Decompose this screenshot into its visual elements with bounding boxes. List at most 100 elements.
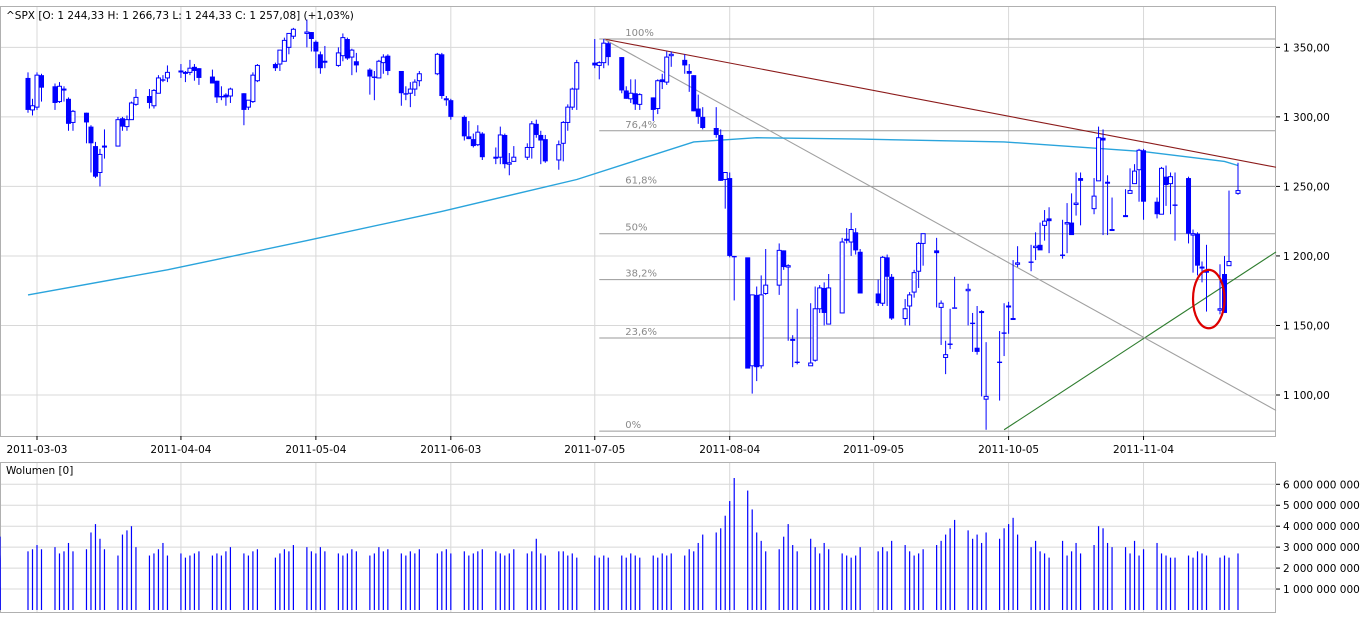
candle <box>889 274 895 320</box>
candle-body-down <box>479 133 485 158</box>
date-tick-label: 2011-09-05 <box>843 444 904 456</box>
candle-body-up <box>178 70 184 73</box>
candle <box>983 342 989 430</box>
candle-body-up <box>434 53 440 75</box>
candle <box>916 242 922 288</box>
candle-body-up <box>569 88 575 108</box>
volume-tick-label: 1 000 000 000 <box>1283 584 1360 596</box>
candle <box>952 276 958 309</box>
candle-body-up <box>808 362 814 367</box>
candle-body-down <box>308 32 314 39</box>
candle-body-up <box>637 94 643 105</box>
candle <box>650 97 656 122</box>
candle-body-up <box>1105 181 1111 184</box>
candle-body-up <box>70 110 76 123</box>
candle-body-down <box>344 39 350 59</box>
candle-body-up <box>376 60 382 79</box>
candle-body-up <box>164 71 170 79</box>
candle-body-up <box>412 81 418 90</box>
candle-body-up <box>290 28 296 37</box>
candle-body-down <box>700 116 706 128</box>
candle-body-up <box>115 119 121 147</box>
trendlines <box>603 38 1277 431</box>
candle-body-up <box>938 302 944 308</box>
volume-tick-label: 5 000 000 000 <box>1283 500 1360 512</box>
candle <box>1006 301 1012 334</box>
candle-body-down <box>223 94 229 98</box>
candle <box>1123 189 1129 218</box>
candle <box>1195 232 1201 276</box>
candle-body-down <box>695 108 701 117</box>
candle-body-down <box>1028 261 1034 263</box>
candle <box>1235 162 1241 195</box>
candle-body-up <box>1064 222 1070 225</box>
candle <box>812 286 818 362</box>
ohlc-header: ^SPX [O: 1 244,33 H: 1 266,73 L: 1 244,3… <box>6 10 354 22</box>
candle-body-down <box>83 112 89 123</box>
volume-panel-title: Wolumen [0] <box>6 465 73 477</box>
candle-body-up <box>1109 229 1115 232</box>
candle-body-up <box>965 288 971 292</box>
candle-body-up <box>911 272 917 293</box>
candle <box>290 27 296 39</box>
candle <box>659 73 665 90</box>
candle-body-up <box>920 233 926 244</box>
candle <box>511 146 517 162</box>
candle <box>164 65 170 83</box>
candle <box>308 32 314 52</box>
volume-axis-ticks: 1 000 000 000 2 000 000 000 3 000 000 000 4… <box>1276 479 1360 596</box>
candle <box>1015 246 1021 268</box>
price-tick-label: 1 350,00 <box>1283 42 1330 54</box>
candle-body-up <box>1033 245 1039 249</box>
resistance-trendline <box>603 38 1277 168</box>
candle <box>119 116 125 131</box>
candle <box>1091 178 1097 215</box>
date-tick-label: 2011-10-05 <box>978 444 1039 456</box>
candle-body-up <box>416 73 422 82</box>
candle-body-down <box>857 251 863 294</box>
volume-tick-label: 6 000 000 000 <box>1283 479 1360 491</box>
candle <box>821 282 827 326</box>
candle <box>38 73 44 102</box>
candle-body-down <box>718 134 724 181</box>
candle-body-up <box>848 229 854 243</box>
candle-body-down <box>1078 178 1084 181</box>
candle-body-down <box>794 361 800 364</box>
candle-body-up <box>758 294 764 367</box>
candle-body-down <box>191 66 197 71</box>
candle-body-down <box>970 322 976 325</box>
candle <box>569 87 575 110</box>
candle <box>1226 190 1232 267</box>
candle <box>637 93 643 110</box>
candle <box>790 335 796 368</box>
candle-body-down <box>160 79 166 81</box>
candle-body-up <box>124 119 130 128</box>
candle <box>853 228 859 255</box>
candle-body-up <box>1123 215 1129 218</box>
candle-body-up <box>380 56 386 64</box>
date-tick-label: 2011-05-04 <box>285 444 346 456</box>
candle-body-up <box>155 77 161 94</box>
candle <box>1096 126 1102 182</box>
candle-body-down <box>821 287 827 313</box>
candle <box>754 286 760 382</box>
candle-body-down <box>952 307 958 309</box>
candle <box>92 141 98 179</box>
candle <box>781 250 787 270</box>
candle-body-down <box>470 139 476 147</box>
candle-body-up <box>902 308 908 320</box>
date-tick-label: 2011-08-04 <box>699 444 760 456</box>
candle-body-up <box>664 56 670 83</box>
volume-tick-label: 4 000 000 000 <box>1283 521 1360 533</box>
candle-body-down <box>1060 254 1066 256</box>
candle-body-down <box>1100 137 1106 141</box>
candle-body-up <box>817 287 823 310</box>
candle <box>826 274 832 325</box>
candle <box>1078 172 1084 226</box>
candle <box>349 48 355 76</box>
candle <box>155 75 161 94</box>
candle <box>344 37 350 60</box>
candle-body-down <box>385 55 391 71</box>
candle-body-up <box>1217 308 1223 311</box>
